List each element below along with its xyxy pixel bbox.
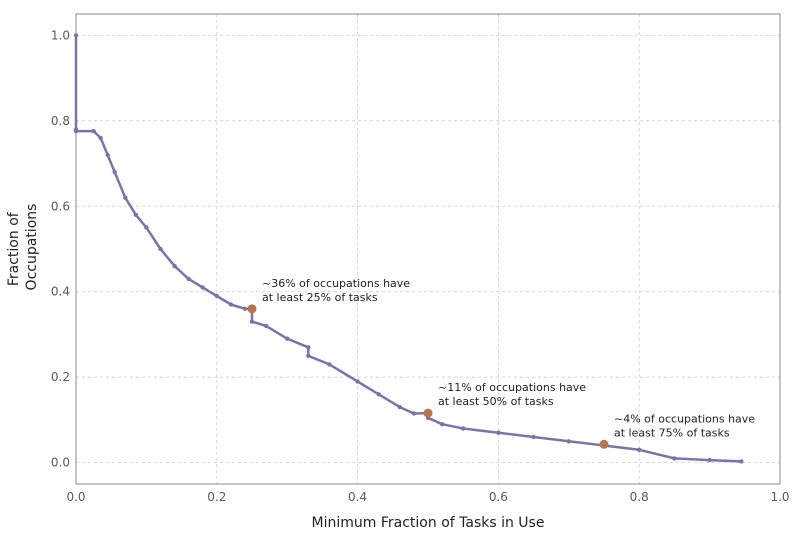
- highlight-marker: [423, 408, 433, 418]
- data-point: [637, 447, 642, 452]
- plot-frame: [75, 13, 781, 485]
- data-point: [242, 306, 248, 311]
- data-point: [214, 293, 219, 299]
- x-tick-label: 1.0: [770, 490, 789, 504]
- data-point: [411, 411, 417, 416]
- data-point: [531, 434, 536, 440]
- data-point: [306, 345, 311, 350]
- data-point: [112, 169, 117, 175]
- y-axis-label-line-1: Fraction of: [6, 211, 22, 286]
- x-tick-label: 0.0: [66, 490, 85, 504]
- data-point: [144, 225, 149, 230]
- data-point: [397, 404, 402, 410]
- data-point: [285, 336, 290, 341]
- x-tick-label: 0.6: [489, 490, 508, 504]
- annotation-text: at least 75% of tasks: [614, 426, 730, 439]
- data-point: [158, 246, 163, 252]
- x-tick-label: 0.4: [348, 490, 367, 504]
- annotation-text: at least 25% of tasks: [262, 291, 378, 304]
- y-tick-label: 0.8: [51, 114, 70, 128]
- data-point: [439, 422, 445, 427]
- annotation-text: ~4% of occupations have: [614, 412, 755, 425]
- annotation-text: at least 50% of tasks: [438, 395, 554, 408]
- y-tick-label: 0.0: [51, 456, 70, 470]
- x-axis-ticks: 0.0 0.2 0.4 0.6 0.8 1.0: [66, 490, 789, 504]
- x-tick-label: 0.2: [207, 490, 226, 504]
- highlight-marker: [247, 304, 257, 314]
- data-point: [739, 459, 744, 464]
- data-point: [672, 456, 677, 461]
- data-point: [98, 135, 103, 141]
- annotation-text: ~36% of occupations have: [262, 277, 410, 290]
- data-point: [249, 319, 255, 324]
- data-point: [306, 353, 311, 358]
- highlight-marker: [599, 439, 609, 449]
- data-point: [566, 439, 571, 444]
- y-axis-label: Fraction of Occupations: [6, 204, 40, 291]
- data-point: [376, 392, 381, 397]
- data-series: [73, 33, 744, 464]
- data-point: [123, 195, 128, 200]
- y-axis-label-line-2: Occupations: [24, 204, 40, 291]
- y-tick-label: 0.6: [51, 199, 70, 213]
- x-axis-label: Minimum Fraction of Tasks in Use: [312, 515, 545, 531]
- data-point: [461, 426, 466, 431]
- data-point: [133, 212, 138, 217]
- data-point: [172, 263, 177, 269]
- annotation-text: ~11% of occupations have: [438, 381, 586, 394]
- data-point: [91, 128, 96, 134]
- data-point: [186, 276, 191, 282]
- data-point: [228, 302, 234, 307]
- data-point: [496, 430, 501, 435]
- data-point: [200, 285, 205, 290]
- data-point: [73, 33, 79, 38]
- x-tick-label: 0.8: [630, 490, 649, 504]
- data-point: [327, 362, 332, 367]
- data-point: [105, 152, 110, 158]
- data-point: [707, 457, 712, 463]
- y-tick-label: 0.2: [51, 370, 70, 384]
- data-point: [263, 323, 269, 329]
- y-tick-label: 1.0: [51, 28, 70, 42]
- series-line: [74, 35, 742, 463]
- data-point: [355, 379, 360, 384]
- data-point: [73, 128, 79, 134]
- y-tick-label: 0.4: [51, 285, 70, 299]
- y-axis-ticks: 0.0 0.2 0.4 0.6 0.8 1.0: [51, 28, 70, 469]
